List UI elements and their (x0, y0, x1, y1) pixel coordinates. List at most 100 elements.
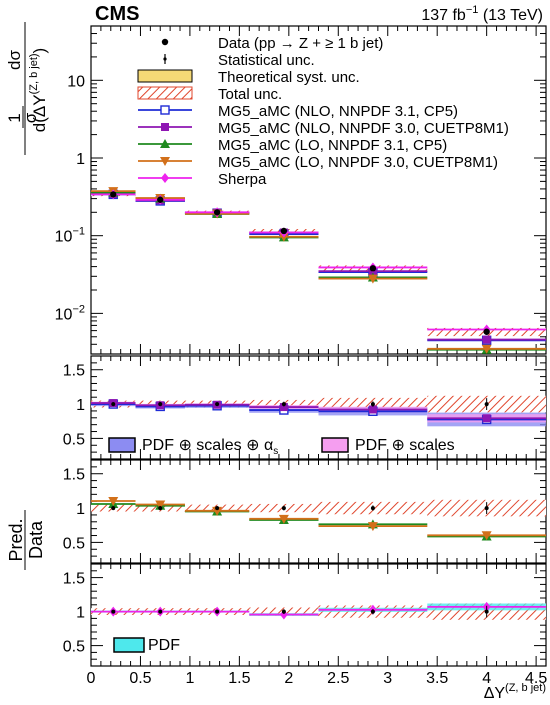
ratio-data-point (111, 402, 116, 407)
experiment-label: CMS (95, 3, 139, 25)
prediction-marker (482, 335, 491, 344)
ratio-data-point (158, 506, 163, 511)
ratio-data-point (281, 402, 286, 407)
ratio-legend-3: PDF (113, 637, 180, 654)
ratio-marker (278, 514, 289, 524)
ratio-data-point (215, 609, 220, 614)
data-point (280, 227, 288, 235)
svg-text:Data: Data (26, 520, 46, 559)
x-tick-label: 4.5 (525, 670, 547, 687)
data-point (483, 328, 490, 335)
ratio-y-tick-label: 0.5 (63, 639, 85, 656)
ratio-plot-1 (91, 395, 546, 427)
ratio-marker (279, 609, 288, 620)
data-point (110, 191, 117, 198)
ratio-y-tick-label: 1.5 (63, 363, 85, 380)
prediction-marker (367, 274, 378, 284)
legend-swatch-pdf-scales (321, 437, 349, 453)
x-tick-label: 3.5 (426, 670, 448, 687)
ratio-marker (108, 496, 119, 506)
ratio-y-tick-label: 1.5 (63, 467, 85, 484)
legend-label-sherpa: Sherpa (218, 171, 267, 188)
ratio-y-axes: 1.5 1 0.5 1.5 1 0.5 1.5 1 0.5 (63, 362, 546, 660)
ratio-data-point (370, 402, 375, 407)
svg-text:Pred.: Pred. (6, 518, 26, 561)
x-tick-label: 1 (185, 670, 194, 687)
legend-label-pdf-scales: PDF ⊕ scales (355, 437, 455, 454)
legend-marker-stat-dot (163, 57, 167, 61)
ratio-data-point (281, 506, 286, 511)
main-y-tick-label: 1 (76, 151, 85, 168)
ratio-marker (481, 531, 492, 541)
legend-label-mg5_lo_cp5: MG5_aMC (LO, NNPDF 3.1, CP5) (218, 137, 447, 154)
main-ylabel: 1 σ dσ d(ΔY(Z, b jet)) (5, 22, 49, 155)
main-y-axis: 10 1 10−1 10−2 (55, 25, 546, 355)
ratio-data-point (215, 506, 220, 511)
x-axis: 0 0.5 1 1.5 2 2.5 3 3.5 4 4.5 (87, 26, 547, 687)
legend-label-total: Total unc. (218, 86, 282, 103)
x-tick-label: 3 (383, 670, 392, 687)
legend-swatch-total (137, 86, 193, 100)
x-tick-label: 1.5 (228, 670, 250, 687)
legend-marker-mg5_lo_cuetp (160, 157, 170, 166)
data-point (213, 209, 221, 216)
ratio-legend-1: PDF ⊕ scales ⊕ αs PDF ⊕ scales (108, 437, 455, 457)
legend-label-mg5_nlo_cuetp: MG5_aMC (NLO, NNPDF 3.0, CUETP8M1) (218, 120, 509, 137)
legend-marker-mg5_lo_cp5 (160, 139, 170, 148)
svg-text:1: 1 (5, 113, 24, 122)
ratio-marker (212, 506, 223, 516)
ratio-data-point (370, 506, 375, 511)
legend-swatch-theo (137, 69, 193, 83)
ratio-marker (368, 405, 377, 414)
legend-marker-mg5_nlo_cp5 (160, 105, 170, 115)
main-plot-area (91, 187, 546, 354)
ratio-marker (367, 522, 378, 532)
ratio-data-point (484, 609, 489, 614)
ratio-data-point (158, 609, 163, 614)
ratio-data-point (158, 402, 163, 407)
ratio-plot-3 (91, 601, 546, 620)
x-tick-label: 0.5 (129, 670, 151, 687)
main-y-tick-label: 10−1 (55, 226, 85, 246)
ratio-marker (482, 414, 491, 423)
prediction-marker (481, 344, 492, 354)
legend-label-stat: Statistical unc. (218, 52, 315, 69)
legend-marker-sherpa (161, 173, 169, 183)
x-tick-label: 2.5 (327, 670, 349, 687)
ratio-y-tick-label: 1 (76, 501, 85, 518)
ratio-marker (155, 500, 166, 510)
ratio-plot-2 (91, 496, 546, 541)
legend-label-theo: Theoretical syst. unc. (218, 69, 360, 86)
ratio-data-point (484, 402, 489, 407)
lumi-label: 137 fb−1 (13 TeV) (421, 4, 543, 24)
ratio-y-tick-label: 1 (76, 605, 85, 622)
ratio-y-tick-label: 0.5 (63, 431, 85, 448)
x-tick-label: 4 (482, 670, 491, 687)
legend-label-pdf-scales-as: PDF ⊕ scales ⊕ αs (142, 437, 278, 457)
data-point (157, 196, 164, 203)
legend-marker-mg5_nlo_cuetp (161, 123, 169, 131)
ratio-y-tick-label: 1.5 (63, 571, 85, 588)
svg-text:σ: σ (21, 112, 40, 123)
ratio-y-tick-label: 0.5 (63, 535, 85, 552)
legend-label-mg5_lo_cuetp: MG5_aMC (LO, NNPDF 3.0, CUETP8M1) (218, 154, 498, 171)
ratio-y-tick-label: 1 (76, 397, 85, 414)
legend-label-data: Data (pp → Z + ≥ 1 b jet) (218, 35, 383, 52)
ratio-marker (279, 403, 288, 412)
svg-text:d(ΔY(Z, b jet)): d(ΔY(Z, b jet)) (28, 48, 49, 132)
legend-label-pdf: PDF (148, 637, 180, 654)
ratio-data-point (281, 609, 286, 614)
ratio-ylabel: Pred. Data (6, 510, 46, 570)
legend-label-mg5_nlo_cp5: MG5_aMC (NLO, NNPDF 3.1, CP5) (218, 103, 458, 120)
svg-text:dσ: dσ (5, 50, 24, 70)
ratio-data-point (370, 609, 375, 614)
main-y-tick-label: 10 (67, 73, 85, 90)
ratio-data-point (111, 506, 116, 511)
legend-swatch-pdf-scales-as (108, 437, 136, 453)
data-point (369, 265, 377, 272)
x-tick-label: 0 (87, 670, 96, 687)
x-axis-label: ΔY(Z, b jet) (484, 682, 546, 702)
legend-swatch-pdf (113, 637, 145, 653)
ratio-data-point (111, 609, 116, 614)
